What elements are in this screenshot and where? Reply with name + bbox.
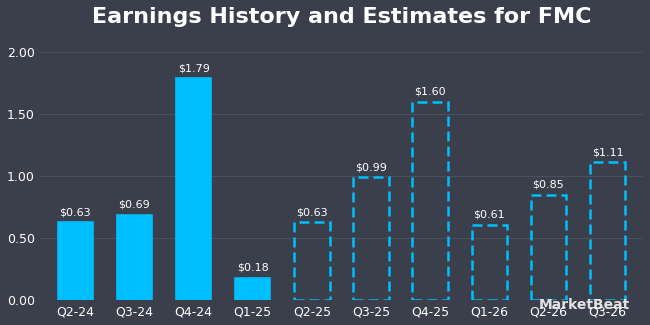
Bar [117, 214, 152, 300]
Text: $1.11: $1.11 [592, 148, 623, 158]
Text: $1.79: $1.79 [177, 63, 209, 73]
Text: MarketBeat: MarketBeat [540, 298, 630, 312]
Text: $0.69: $0.69 [118, 200, 150, 210]
Text: $0.99: $0.99 [355, 162, 387, 172]
Text: $0.61: $0.61 [473, 210, 505, 220]
Text: $0.85: $0.85 [532, 180, 564, 190]
Text: $0.18: $0.18 [237, 263, 268, 273]
Text: $0.63: $0.63 [296, 207, 328, 217]
Text: $0.63: $0.63 [60, 207, 91, 217]
Bar [58, 222, 93, 300]
Bar [235, 278, 270, 300]
Bar [176, 78, 211, 300]
Title: Earnings History and Estimates for FMC: Earnings History and Estimates for FMC [92, 7, 592, 27]
Text: $1.60: $1.60 [414, 87, 446, 97]
